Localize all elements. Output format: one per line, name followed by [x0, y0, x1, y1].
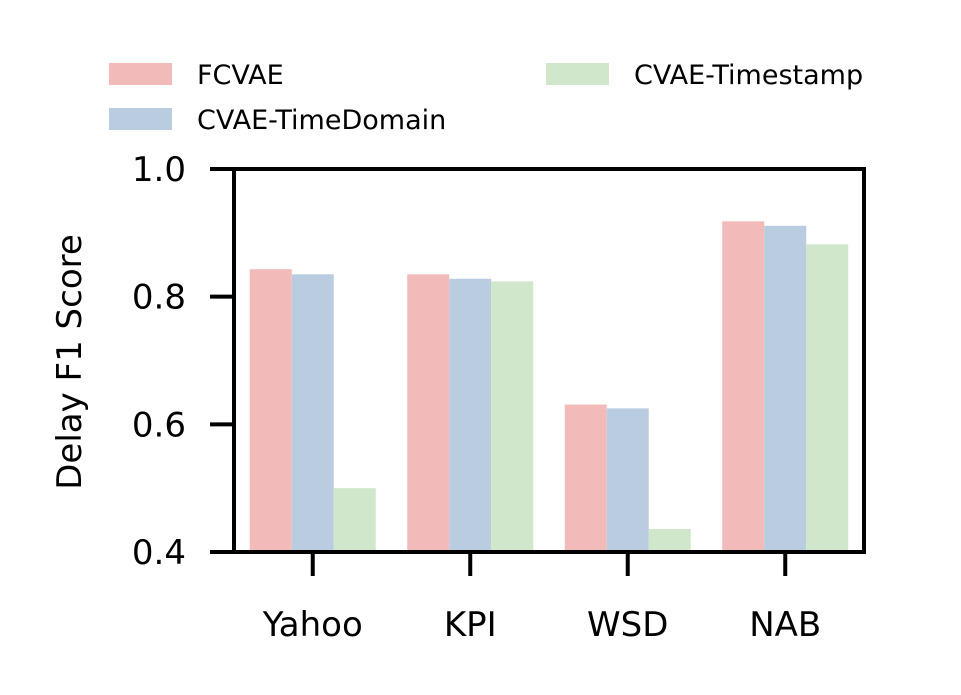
bar-kpi-fcvae: [407, 274, 450, 552]
y-tick-label: 0.6: [132, 405, 186, 445]
bars: [249, 221, 849, 553]
axes: Yahoo KPI WSD NAB 0.4 0.6 0.8 1.0: [132, 150, 866, 645]
bar-wsd-cvae-timedomain: [606, 408, 649, 552]
legend-label: CVAE-TimeDomain: [197, 105, 446, 136]
legend-label: CVAE-Timestamp: [634, 60, 863, 91]
x-tick-label: KPI: [444, 605, 497, 645]
bar-yahoo-fcvae: [249, 269, 292, 552]
bar-yahoo-cvae-timedomain: [291, 274, 334, 552]
x-tick-label: Yahoo: [262, 605, 363, 645]
legend: FCVAE CVAE-TimeDomain CVAE-Timestamp: [109, 60, 863, 136]
legend-swatch: [109, 63, 172, 85]
legend-swatch: [109, 108, 172, 130]
bar-nab-cvae-timestamp: [806, 244, 849, 552]
bar-wsd-cvae-timestamp: [648, 529, 691, 552]
y-axis-label: Delay F1 Score: [50, 234, 90, 490]
bar-kpi-cvae-timedomain: [449, 278, 492, 552]
y-tick-label: 1.0: [132, 150, 186, 190]
bar-yahoo-cvae-timestamp: [333, 488, 376, 552]
legend-label: FCVAE: [197, 60, 284, 91]
plot-frame: [232, 167, 866, 554]
x-tick-label: NAB: [749, 605, 821, 645]
bar-nab-cvae-timedomain: [764, 225, 807, 553]
legend-swatch: [546, 63, 609, 85]
bar-wsd-fcvae: [564, 404, 607, 552]
y-tick-label: 0.4: [132, 533, 186, 573]
x-tick-label: WSD: [587, 605, 668, 645]
bar-nab-fcvae: [722, 221, 765, 553]
bar-kpi-cvae-timestamp: [491, 281, 534, 552]
y-tick-label: 0.8: [132, 278, 186, 318]
